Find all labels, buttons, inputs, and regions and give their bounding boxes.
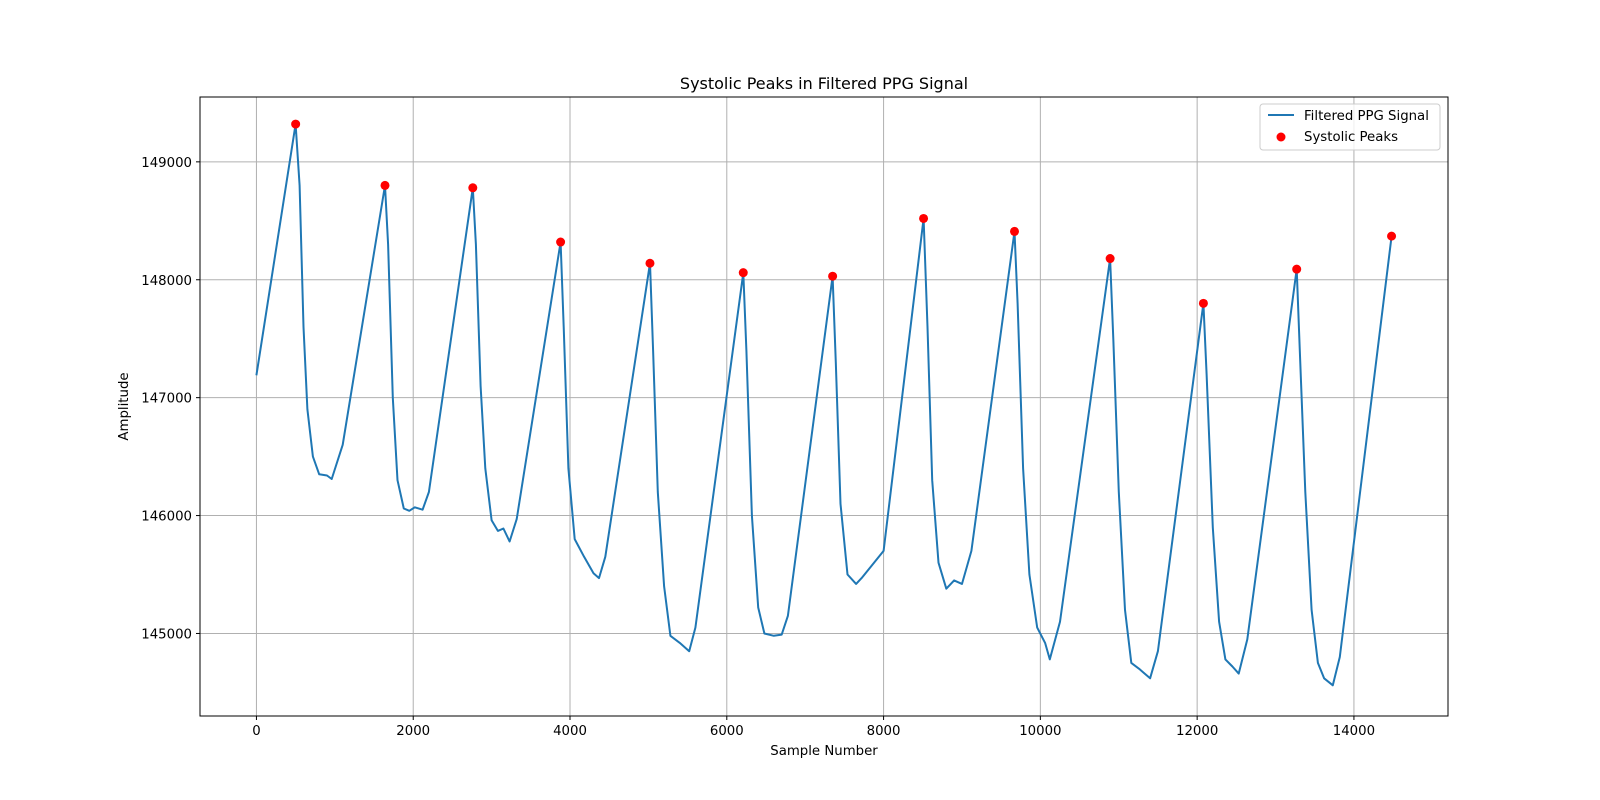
- y-tick-label: 149000: [141, 156, 192, 171]
- systolic-peak-point: [645, 258, 655, 268]
- x-tick-label: 8000: [867, 724, 901, 739]
- legend-label-peaks: Systolic Peaks: [1304, 130, 1398, 145]
- grid: [200, 97, 1448, 716]
- legend-label-signal: Filtered PPG Signal: [1304, 109, 1429, 124]
- plot-series: [255, 119, 1397, 687]
- x-tick-label: 10000: [1019, 724, 1061, 739]
- systolic-peak-point: [556, 237, 566, 247]
- x-tick-label: 4000: [553, 724, 587, 739]
- systolic-peak-point: [1292, 264, 1302, 274]
- legend-dot-swatch: [1276, 132, 1286, 142]
- axis-ticks: 0 2000 4000 6000 8000 10000 12000 14000 145000 14…: [141, 156, 1375, 739]
- y-tick-label: 145000: [141, 627, 192, 642]
- x-tick-label: 6000: [710, 724, 744, 739]
- ppg-signal-line: [255, 123, 1393, 687]
- systolic-peak-point: [919, 213, 929, 223]
- systolic-peak-point: [291, 119, 301, 129]
- plot-frame: [199, 96, 1449, 717]
- systolic-peak-point: [1387, 231, 1397, 241]
- systolic-peak-point: [1009, 226, 1019, 236]
- y-tick-label: 146000: [141, 510, 192, 525]
- systolic-peak-point: [468, 183, 478, 193]
- systolic-peak-point: [828, 271, 838, 281]
- y-tick-label: 148000: [141, 274, 192, 289]
- x-tick-label: 14000: [1333, 724, 1375, 739]
- systolic-peak-point: [738, 268, 748, 278]
- y-axis-title: Amplitude: [117, 372, 132, 440]
- systolic-peak-point: [1198, 298, 1208, 308]
- x-tick-label: 2000: [396, 724, 430, 739]
- legend: Filtered PPG Signal Systolic Peaks: [1259, 103, 1441, 151]
- systolic-peak-point: [380, 180, 390, 190]
- systolic-peak-point: [1105, 254, 1115, 264]
- x-tick-label: 0: [252, 724, 260, 739]
- legend-box: [1259, 103, 1441, 151]
- y-tick-label: 147000: [141, 392, 192, 407]
- x-tick-label: 12000: [1176, 724, 1218, 739]
- chart-title: Systolic Peaks in Filtered PPG Signal: [680, 74, 968, 93]
- x-axis-title: Sample Number: [770, 744, 878, 759]
